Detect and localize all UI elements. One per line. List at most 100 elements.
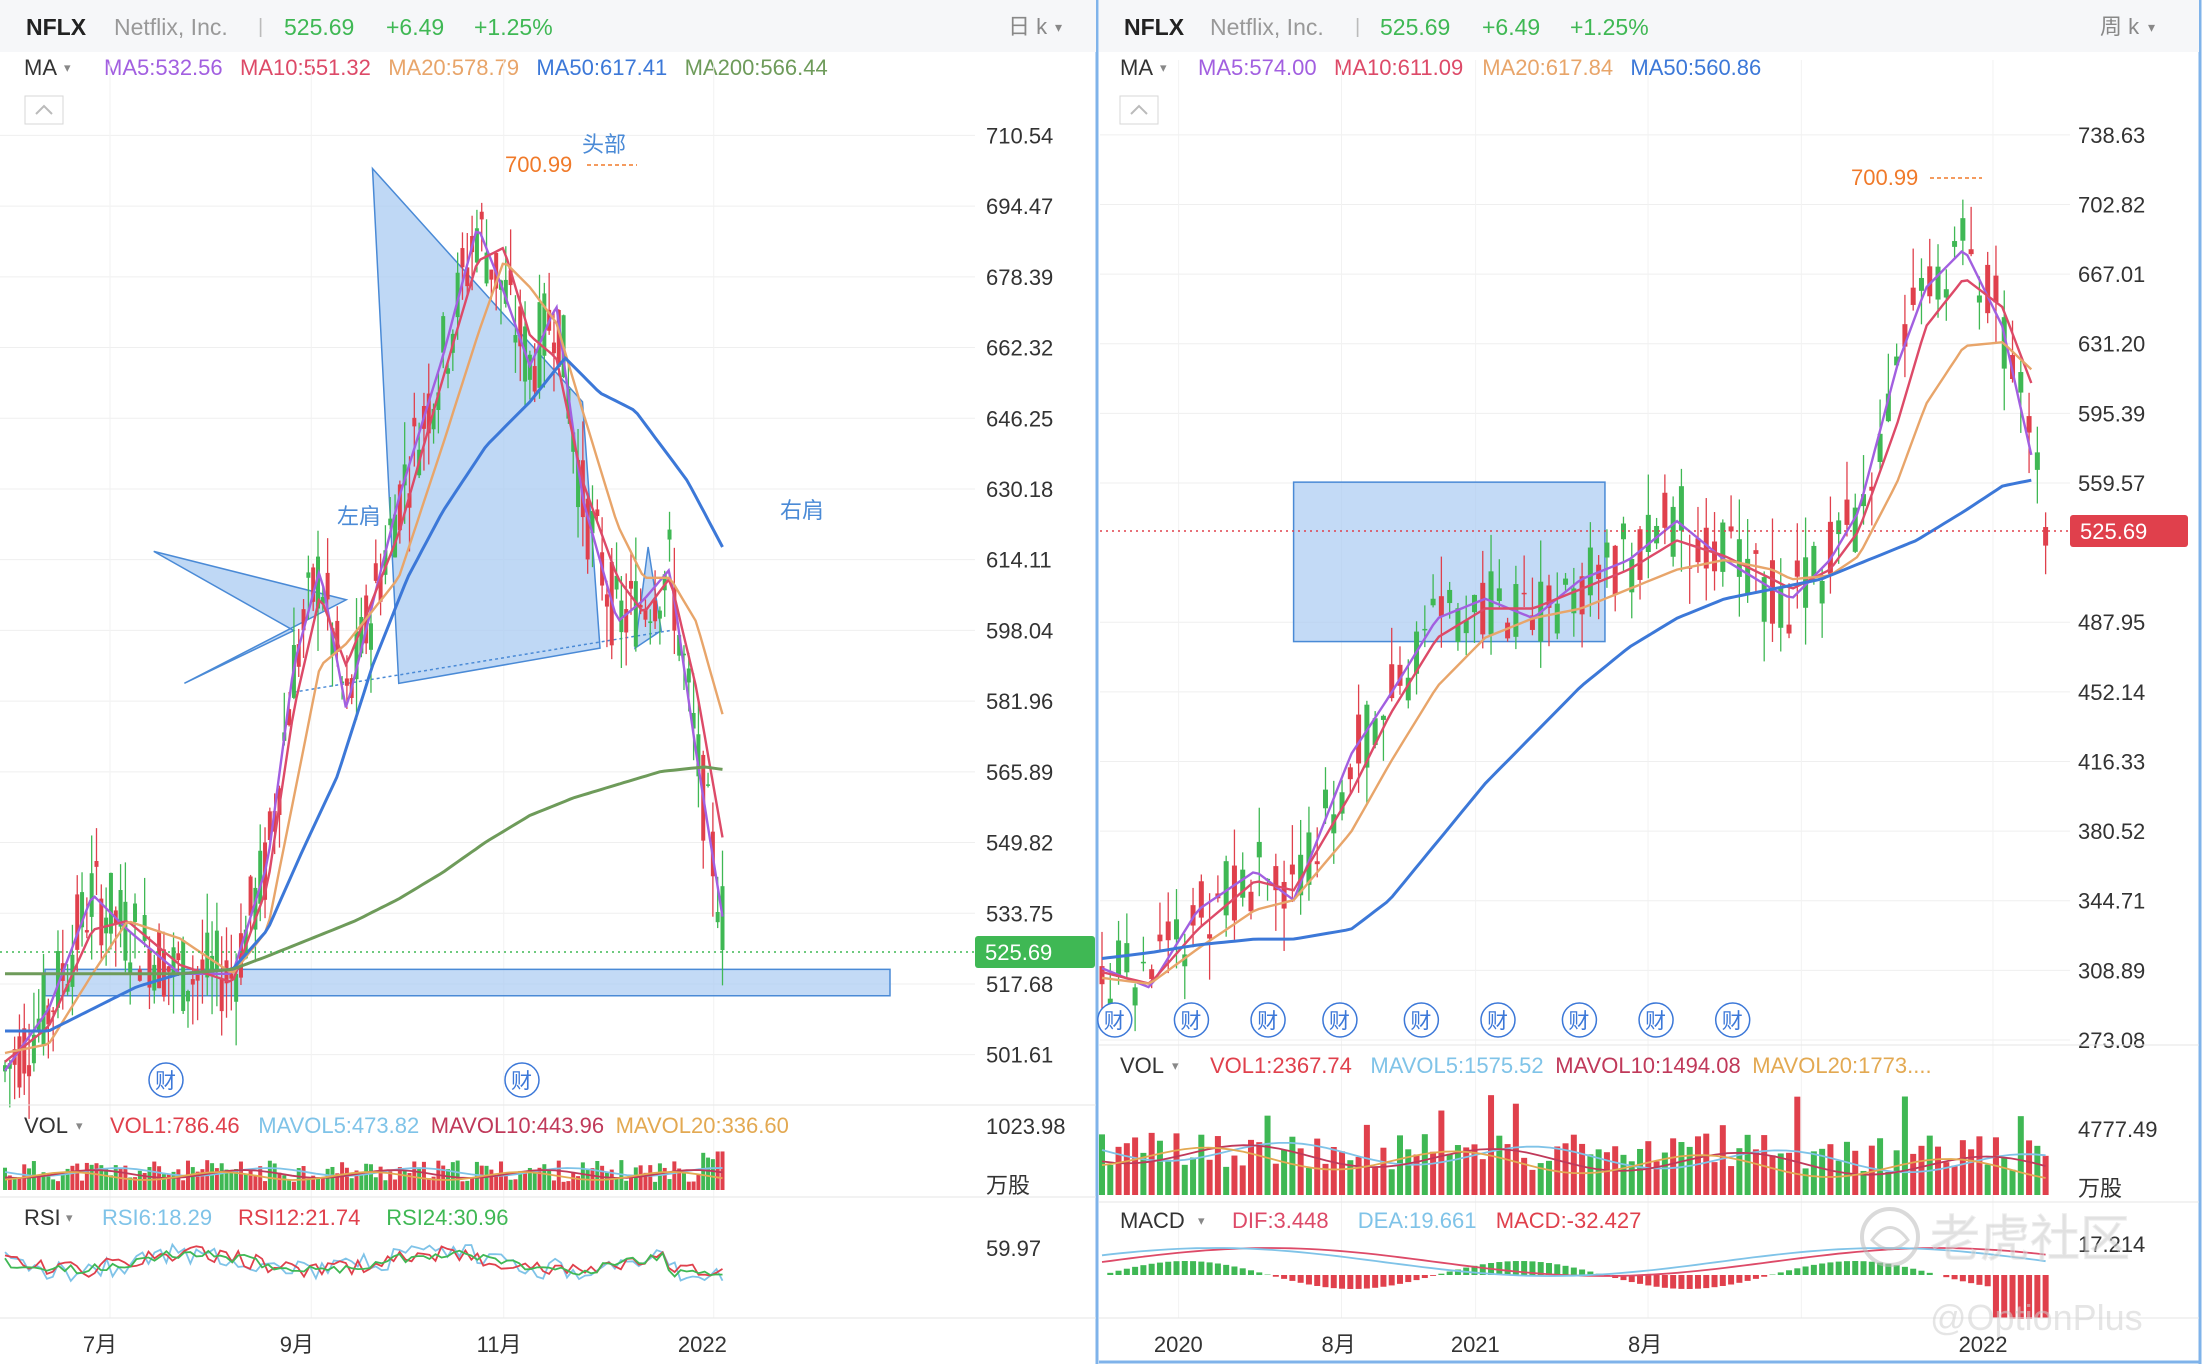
candle-body <box>474 228 479 263</box>
earnings-marker-label[interactable]: 财 <box>1410 1010 1431 1033</box>
right-period-selector[interactable]: 周 k ▾ <box>2100 14 2155 39</box>
macd-bar <box>1752 1275 1759 1279</box>
earnings-marker[interactable]: 财 <box>148 1062 184 1098</box>
candle-body <box>629 580 634 589</box>
right-period-label[interactable]: 周 k <box>2100 14 2140 39</box>
candle-body <box>1786 624 1792 634</box>
earnings-marker[interactable]: 财 <box>1638 1002 1674 1038</box>
chevron-down-icon[interactable]: ▾ <box>66 1210 73 1225</box>
vol-ma-line <box>1101 1144 2046 1176</box>
macd-bar <box>1165 1261 1172 1275</box>
earnings-marker-label[interactable]: 财 <box>1487 1010 1508 1033</box>
right-ma-selector[interactable]: MA ▾ <box>1120 55 1167 80</box>
macd-bar <box>1562 1265 1569 1275</box>
right-collapse-button[interactable] <box>1119 95 1159 125</box>
earnings-marker-circle[interactable] <box>1173 1002 1210 1038</box>
macd-bar <box>1471 1265 1478 1275</box>
chevron-up-icon[interactable] <box>35 104 53 115</box>
right-collapse-box[interactable] <box>1119 95 1159 125</box>
chevron-up-icon[interactable] <box>1130 104 1148 115</box>
chevron-down-icon[interactable]: ▾ <box>2148 19 2155 35</box>
right-macd-label[interactable]: MACD <box>1120 1208 1185 1233</box>
earnings-marker-label[interactable]: 财 <box>1645 1010 1666 1033</box>
left-vol-axis-top: 1023.98 <box>986 1114 1066 1139</box>
earnings-marker-label[interactable]: 财 <box>1104 1010 1125 1033</box>
earnings-marker[interactable]: 财 <box>1714 1002 1751 1038</box>
earnings-marker-label[interactable]: 财 <box>1329 1010 1350 1033</box>
left-rsi-label[interactable]: RSI <box>24 1205 61 1230</box>
candle-body <box>2043 527 2049 546</box>
right-ma-label[interactable]: MA <box>1120 55 1153 80</box>
right-macd-selector[interactable]: MACD ▾ <box>1120 1208 1205 1233</box>
right-vol-label[interactable]: VOL <box>1120 1053 1164 1078</box>
macd-bar <box>1247 1270 1254 1275</box>
earnings-marker-circle[interactable] <box>148 1062 184 1098</box>
earnings-marker-circle[interactable] <box>1561 1002 1598 1038</box>
left-rsi-selector[interactable]: RSI ▾ <box>24 1205 73 1230</box>
candle-body <box>1827 521 1833 574</box>
earnings-marker[interactable]: 财 <box>1250 1002 1286 1038</box>
candle-body <box>1712 541 1718 572</box>
chevron-down-icon[interactable]: ▾ <box>1160 60 1167 75</box>
candle-body <box>1430 598 1436 606</box>
left-high-label: 700.99 <box>505 152 572 177</box>
volume-bar <box>1910 1153 1917 1195</box>
earnings-marker[interactable]: 财 <box>1480 1002 1516 1038</box>
macd-bar <box>1943 1275 1950 1278</box>
earnings-marker[interactable]: 财 <box>1173 1002 1210 1038</box>
right-vol-selector[interactable]: VOL ▾ <box>1120 1053 1179 1078</box>
earnings-marker-circle[interactable] <box>1322 1002 1358 1038</box>
chevron-down-icon[interactable]: ▾ <box>1055 19 1062 35</box>
volume-bar <box>248 1170 253 1190</box>
x-tick-label: 11月 <box>477 1332 522 1357</box>
left-collapse-button[interactable] <box>24 95 64 125</box>
candle-body <box>1207 934 1213 939</box>
earnings-marker-circle[interactable] <box>1714 1002 1751 1038</box>
earnings-marker-label[interactable]: 财 <box>1257 1010 1278 1033</box>
volume-bar <box>1363 1124 1370 1195</box>
macd-bar <box>1330 1275 1337 1289</box>
earnings-marker-circle[interactable] <box>1638 1002 1674 1038</box>
volume-bar <box>1347 1160 1354 1195</box>
left-period-selector[interactable]: 日 k ▾ <box>1008 14 1062 39</box>
volume-bar <box>653 1181 658 1190</box>
earnings-marker-label[interactable]: 财 <box>1568 1010 1589 1033</box>
earnings-marker[interactable]: 财 <box>504 1062 540 1098</box>
volume-bar <box>325 1168 330 1190</box>
earnings-marker-label[interactable]: 财 <box>511 1070 532 1093</box>
left-collapse-box[interactable] <box>24 95 64 125</box>
candle-body <box>460 248 465 268</box>
earnings-marker-circle[interactable] <box>1480 1002 1516 1038</box>
chevron-down-icon[interactable]: ▾ <box>1172 1058 1179 1073</box>
earnings-marker[interactable]: 财 <box>1561 1002 1598 1038</box>
chevron-down-icon[interactable]: ▾ <box>76 1118 83 1133</box>
earnings-marker-circle[interactable] <box>504 1062 540 1098</box>
left-vol-label[interactable]: VOL <box>24 1113 68 1138</box>
volume-bar <box>662 1167 667 1190</box>
earnings-marker-label[interactable]: 财 <box>1722 1010 1743 1033</box>
earnings-marker-label[interactable]: 财 <box>1180 1010 1201 1033</box>
y-tick-label: 710.54 <box>986 123 1053 148</box>
left-period-label[interactable]: 日 k <box>1008 14 1048 39</box>
candle-body <box>1248 891 1254 912</box>
candle-body <box>238 933 243 978</box>
volume-bar <box>104 1168 109 1190</box>
earnings-marker[interactable]: 财 <box>1097 1002 1133 1038</box>
volume-bar <box>1694 1136 1701 1195</box>
earnings-marker[interactable]: 财 <box>1403 1002 1440 1038</box>
earnings-marker-label[interactable]: 财 <box>155 1070 176 1093</box>
earnings-marker[interactable]: 财 <box>1322 1002 1358 1038</box>
macd-bar <box>2042 1275 2049 1318</box>
earnings-marker-circle[interactable] <box>1097 1002 1133 1038</box>
left-ma-label[interactable]: MA <box>24 55 57 80</box>
candle-body <box>152 964 157 991</box>
left-ma-selector[interactable]: MA ▾ <box>24 55 71 80</box>
left-vol-selector[interactable]: VOL ▾ <box>24 1113 83 1138</box>
chevron-down-icon[interactable]: ▾ <box>64 60 71 75</box>
earnings-marker-circle[interactable] <box>1403 1002 1440 1038</box>
volume-bar <box>701 1152 706 1190</box>
candle-body <box>176 953 181 961</box>
chevron-down-icon[interactable]: ▾ <box>1198 1213 1205 1228</box>
macd-bar <box>1877 1262 1884 1275</box>
earnings-marker-circle[interactable] <box>1250 1002 1286 1038</box>
